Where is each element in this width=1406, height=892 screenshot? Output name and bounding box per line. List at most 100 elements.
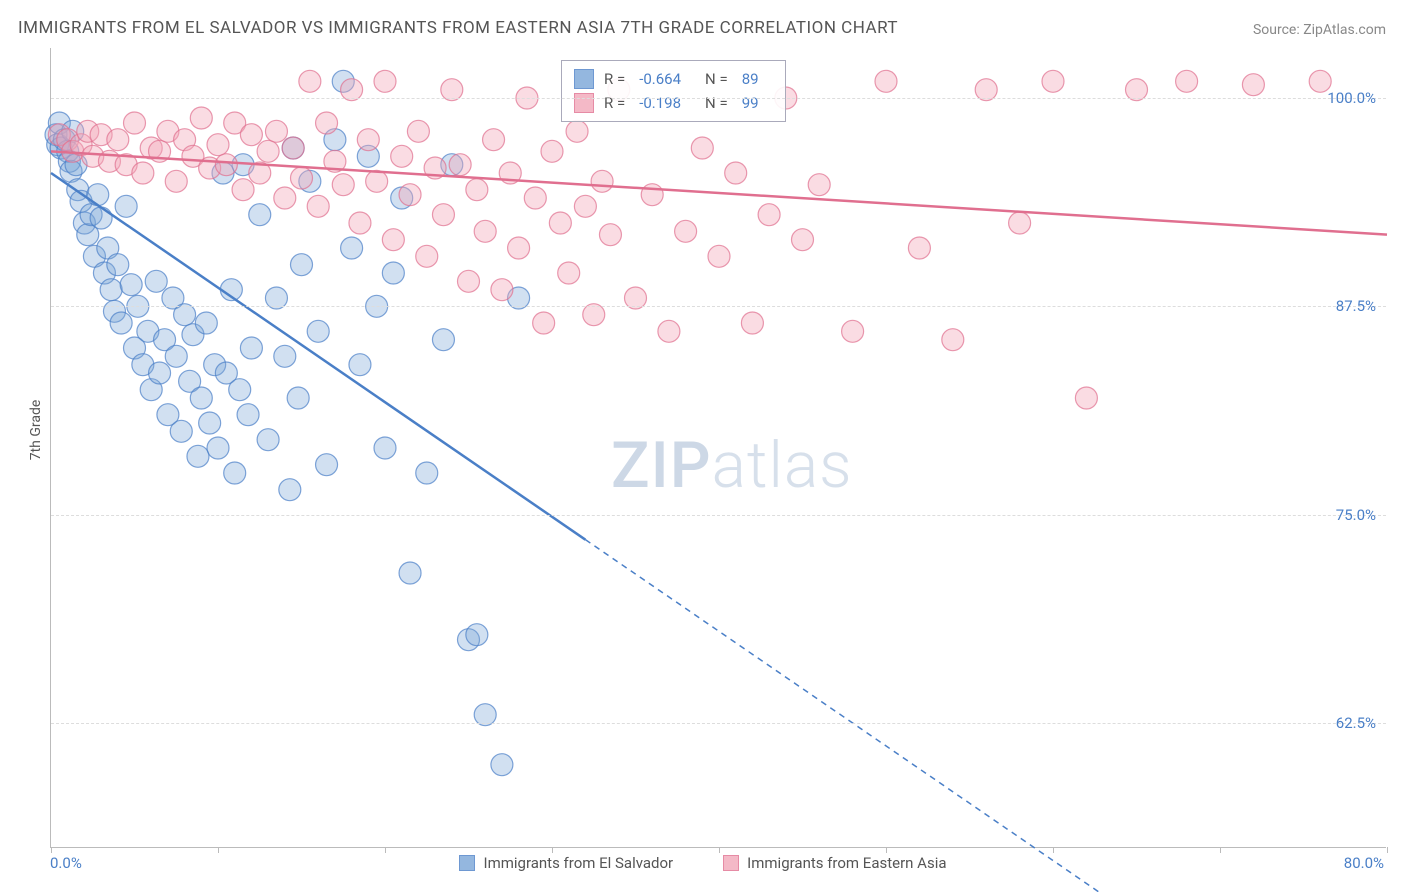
scatter-point [107,129,129,151]
scatter-point [240,337,262,359]
gridline [51,723,1386,724]
scatter-point [224,462,246,484]
x-tick-mark [886,847,887,853]
scatter-point [170,420,192,442]
scatter-point [524,187,546,209]
series-name-1: Immigrants from El Salvador [483,854,673,872]
scatter-point [100,279,122,301]
scatter-point [1042,70,1064,92]
scatter-point [382,229,404,251]
x-tick-mark [1053,847,1054,853]
gridline [51,515,1386,516]
scatter-point [307,195,329,217]
scatter-point [87,184,109,206]
y-axis-label: 7th Grade [28,400,44,461]
source-attribution: Source: ZipAtlas.com [1253,22,1386,38]
scatter-point [416,245,438,267]
scatter-point [374,437,396,459]
scatter-point [741,312,763,334]
scatter-point [332,174,354,196]
n-label-1: N = [705,70,728,88]
series-name-2: Immigrants from Eastern Asia [747,854,946,872]
scatter-point [207,134,229,156]
scatter-point [190,107,212,129]
scatter-point [466,179,488,201]
scatter-point [758,204,780,226]
scatter-point [249,204,271,226]
bottom-swatch-1 [459,855,475,871]
bottom-legend: Immigrants from El Salvador Immigrants f… [0,854,1406,872]
scatter-point [349,354,371,376]
x-tick-mark [51,847,52,853]
x-tick-mark [719,847,720,853]
scatter-point [287,387,309,409]
scatter-svg [51,48,1386,847]
scatter-point [675,220,697,242]
chart-plot-area: R = -0.664 N = 89 R = -0.198 N = 99 ZIPa… [50,48,1386,848]
scatter-point [291,167,313,189]
scatter-point [691,137,713,159]
scatter-point [1242,74,1264,96]
trend-line-extrapolated [585,540,1119,892]
scatter-point [533,312,555,334]
legend-row-series-2: R = -0.198 N = 99 [574,91,773,115]
scatter-point [558,262,580,284]
legend-swatch-2 [574,93,594,113]
scatter-point [240,124,262,146]
y-tick-label: 100.0% [1327,89,1376,107]
x-tick-mark [1220,847,1221,853]
scatter-point [279,479,301,501]
scatter-point [229,379,251,401]
y-tick-label: 62.5% [1336,714,1376,732]
scatter-point [658,320,680,342]
scatter-point [541,140,563,162]
scatter-point [120,274,142,296]
scatter-point [145,270,167,292]
scatter-point [725,162,747,184]
scatter-point [808,174,830,196]
scatter-point [274,187,296,209]
scatter-point [399,184,421,206]
scatter-point [107,254,129,276]
scatter-point [282,137,304,159]
scatter-point [549,212,571,234]
y-tick-label: 75.0% [1336,506,1376,524]
scatter-point [407,120,429,142]
legend-row-series-1: R = -0.664 N = 89 [574,67,773,91]
scatter-point [458,270,480,292]
gridline [51,98,1386,99]
scatter-point [483,129,505,151]
bottom-legend-item-2: Immigrants from Eastern Asia [723,854,946,872]
scatter-point [416,462,438,484]
scatter-point [942,329,964,351]
scatter-point [341,237,363,259]
scatter-point [165,170,187,192]
r-value-2: -0.198 [639,94,681,112]
scatter-point [110,312,132,334]
chart-title: IMMIGRANTS FROM EL SALVADOR VS IMMIGRANT… [18,18,898,38]
correlation-legend: R = -0.664 N = 89 R = -0.198 N = 99 [561,60,786,122]
scatter-point [599,224,621,246]
scatter-point [190,387,212,409]
scatter-point [1176,70,1198,92]
scatter-point [474,220,496,242]
scatter-point [187,445,209,467]
scatter-point [591,170,613,192]
scatter-point [274,345,296,367]
scatter-point [316,454,338,476]
scatter-point [307,320,329,342]
scatter-point [792,229,814,251]
source-label: Source: [1253,22,1300,38]
scatter-point [207,437,229,459]
scatter-point [399,562,421,584]
scatter-point [357,129,379,151]
scatter-point [641,184,663,206]
scatter-point [149,362,171,384]
scatter-point [566,120,588,142]
scatter-point [491,754,513,776]
scatter-point [875,70,897,92]
scatter-point [316,112,338,134]
scatter-point [382,262,404,284]
x-tick-mark [1387,847,1388,853]
scatter-point [165,345,187,367]
